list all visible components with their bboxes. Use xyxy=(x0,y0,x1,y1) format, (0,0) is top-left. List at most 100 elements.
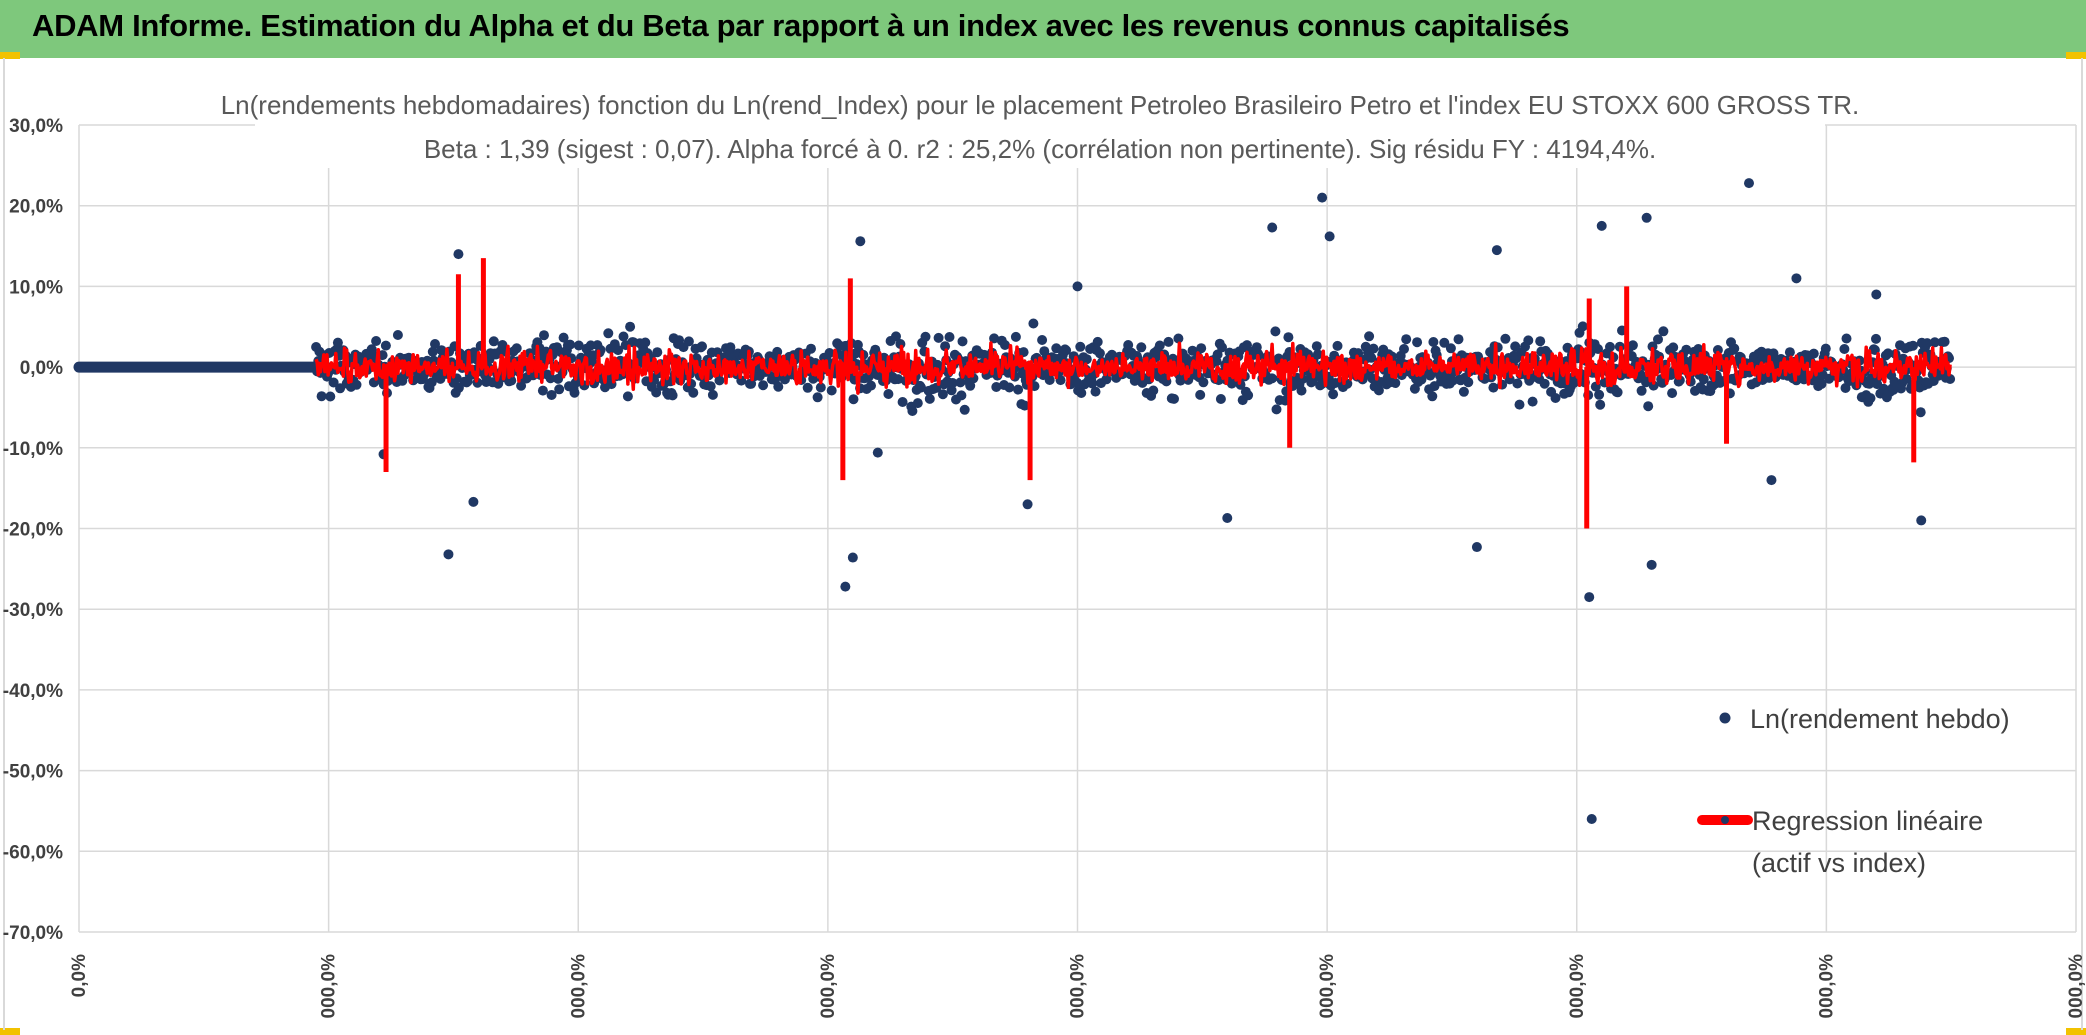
data-point xyxy=(863,371,874,382)
data-point xyxy=(1368,343,1379,354)
data-point xyxy=(1271,404,1282,415)
data-point xyxy=(1636,385,1647,396)
y-tick-label: -70,0% xyxy=(3,923,63,944)
data-point-outlier xyxy=(872,447,883,458)
data-point xyxy=(826,385,837,396)
data-point xyxy=(1364,331,1375,342)
frame-border-left xyxy=(3,58,5,1030)
data-point xyxy=(920,331,931,342)
data-point xyxy=(1123,340,1134,350)
data-point xyxy=(1004,382,1015,393)
data-point xyxy=(1453,334,1464,345)
data-point xyxy=(707,389,718,400)
data-point xyxy=(1037,335,1048,345)
data-point xyxy=(705,381,716,392)
data-point xyxy=(1784,347,1795,358)
frame-border-right xyxy=(2081,58,2083,1030)
data-point-outlier xyxy=(1072,281,1083,292)
data-point xyxy=(947,378,958,388)
data-point xyxy=(1512,378,1523,389)
data-point xyxy=(1087,378,1098,389)
data-point xyxy=(371,336,382,346)
x-tick-label: 0,0% xyxy=(69,954,90,997)
data-point-outlier xyxy=(840,581,851,592)
data-point xyxy=(1215,394,1226,404)
data-point xyxy=(891,331,901,342)
data-point xyxy=(883,389,894,399)
data-point-outlier xyxy=(1916,515,1927,526)
data-point xyxy=(1627,340,1638,351)
data-point xyxy=(1267,373,1278,384)
data-point xyxy=(965,380,976,391)
y-tick-label: -60,0% xyxy=(3,842,63,863)
chart-title-background xyxy=(255,88,1825,168)
data-point xyxy=(1081,354,1092,365)
y-tick-label: -40,0% xyxy=(3,681,63,702)
data-point xyxy=(1668,342,1679,353)
data-point xyxy=(1945,374,1956,384)
data-point xyxy=(497,340,508,350)
data-point xyxy=(957,336,968,347)
x-tick-label: 000,0% xyxy=(2066,954,2086,1019)
data-point xyxy=(545,373,556,384)
data-point xyxy=(1527,396,1538,407)
data-point xyxy=(824,348,835,358)
data-point xyxy=(316,391,327,402)
data-point xyxy=(1217,342,1227,353)
data-point xyxy=(1055,375,1066,386)
data-point xyxy=(1643,401,1654,412)
data-point xyxy=(1090,386,1101,397)
data-point xyxy=(1332,340,1343,351)
data-point-outlier xyxy=(1641,212,1652,223)
data-point xyxy=(430,339,440,349)
data-point xyxy=(897,397,908,407)
data-point xyxy=(714,375,725,386)
data-point xyxy=(351,379,362,390)
data-point xyxy=(758,380,769,391)
data-point xyxy=(1013,384,1024,395)
data-point xyxy=(866,380,876,391)
data-point xyxy=(1094,348,1105,359)
data-point xyxy=(1092,336,1103,347)
data-point xyxy=(640,337,651,348)
data-point xyxy=(1195,389,1206,400)
data-point xyxy=(1196,343,1207,354)
x-tick-label: 000,0% xyxy=(568,954,589,1019)
data-point xyxy=(1154,340,1165,351)
data-point xyxy=(1595,399,1606,410)
data-point xyxy=(1243,390,1254,401)
data-point-outlier xyxy=(847,552,858,563)
data-point-outlier xyxy=(1766,475,1777,486)
data-point xyxy=(1500,333,1511,344)
data-point xyxy=(912,398,923,409)
data-point xyxy=(1577,321,1588,332)
legend-label-rendement: Ln(rendement hebdo) xyxy=(1750,704,2010,734)
data-point xyxy=(622,391,633,402)
data-point xyxy=(1768,348,1779,359)
data-point xyxy=(618,331,629,342)
data-point xyxy=(1729,343,1740,354)
data-point xyxy=(325,391,336,402)
data-point xyxy=(924,393,935,404)
data-point xyxy=(1658,326,1669,337)
corner-marker-top-right xyxy=(2066,52,2086,59)
data-point xyxy=(1865,393,1876,404)
y-tick-label: 10,0% xyxy=(9,277,63,298)
x-tick-label: 000,0% xyxy=(818,954,839,1019)
data-point-outlier xyxy=(1871,289,1882,300)
data-point xyxy=(1072,377,1082,388)
y-tick-label: -30,0% xyxy=(3,600,63,621)
data-point xyxy=(1841,333,1852,344)
data-point xyxy=(1401,334,1412,345)
data-point xyxy=(1283,332,1294,343)
corner-marker-top-left xyxy=(0,52,20,59)
x-tick-label: 000,0% xyxy=(319,954,340,1019)
data-point xyxy=(1693,344,1704,354)
corner-marker-bottom-right xyxy=(2066,1028,2086,1035)
data-point xyxy=(940,341,951,352)
data-point xyxy=(1808,348,1819,359)
data-point xyxy=(1463,377,1474,388)
data-point xyxy=(1163,336,1174,347)
data-point xyxy=(573,340,584,351)
data-point xyxy=(1510,341,1521,352)
